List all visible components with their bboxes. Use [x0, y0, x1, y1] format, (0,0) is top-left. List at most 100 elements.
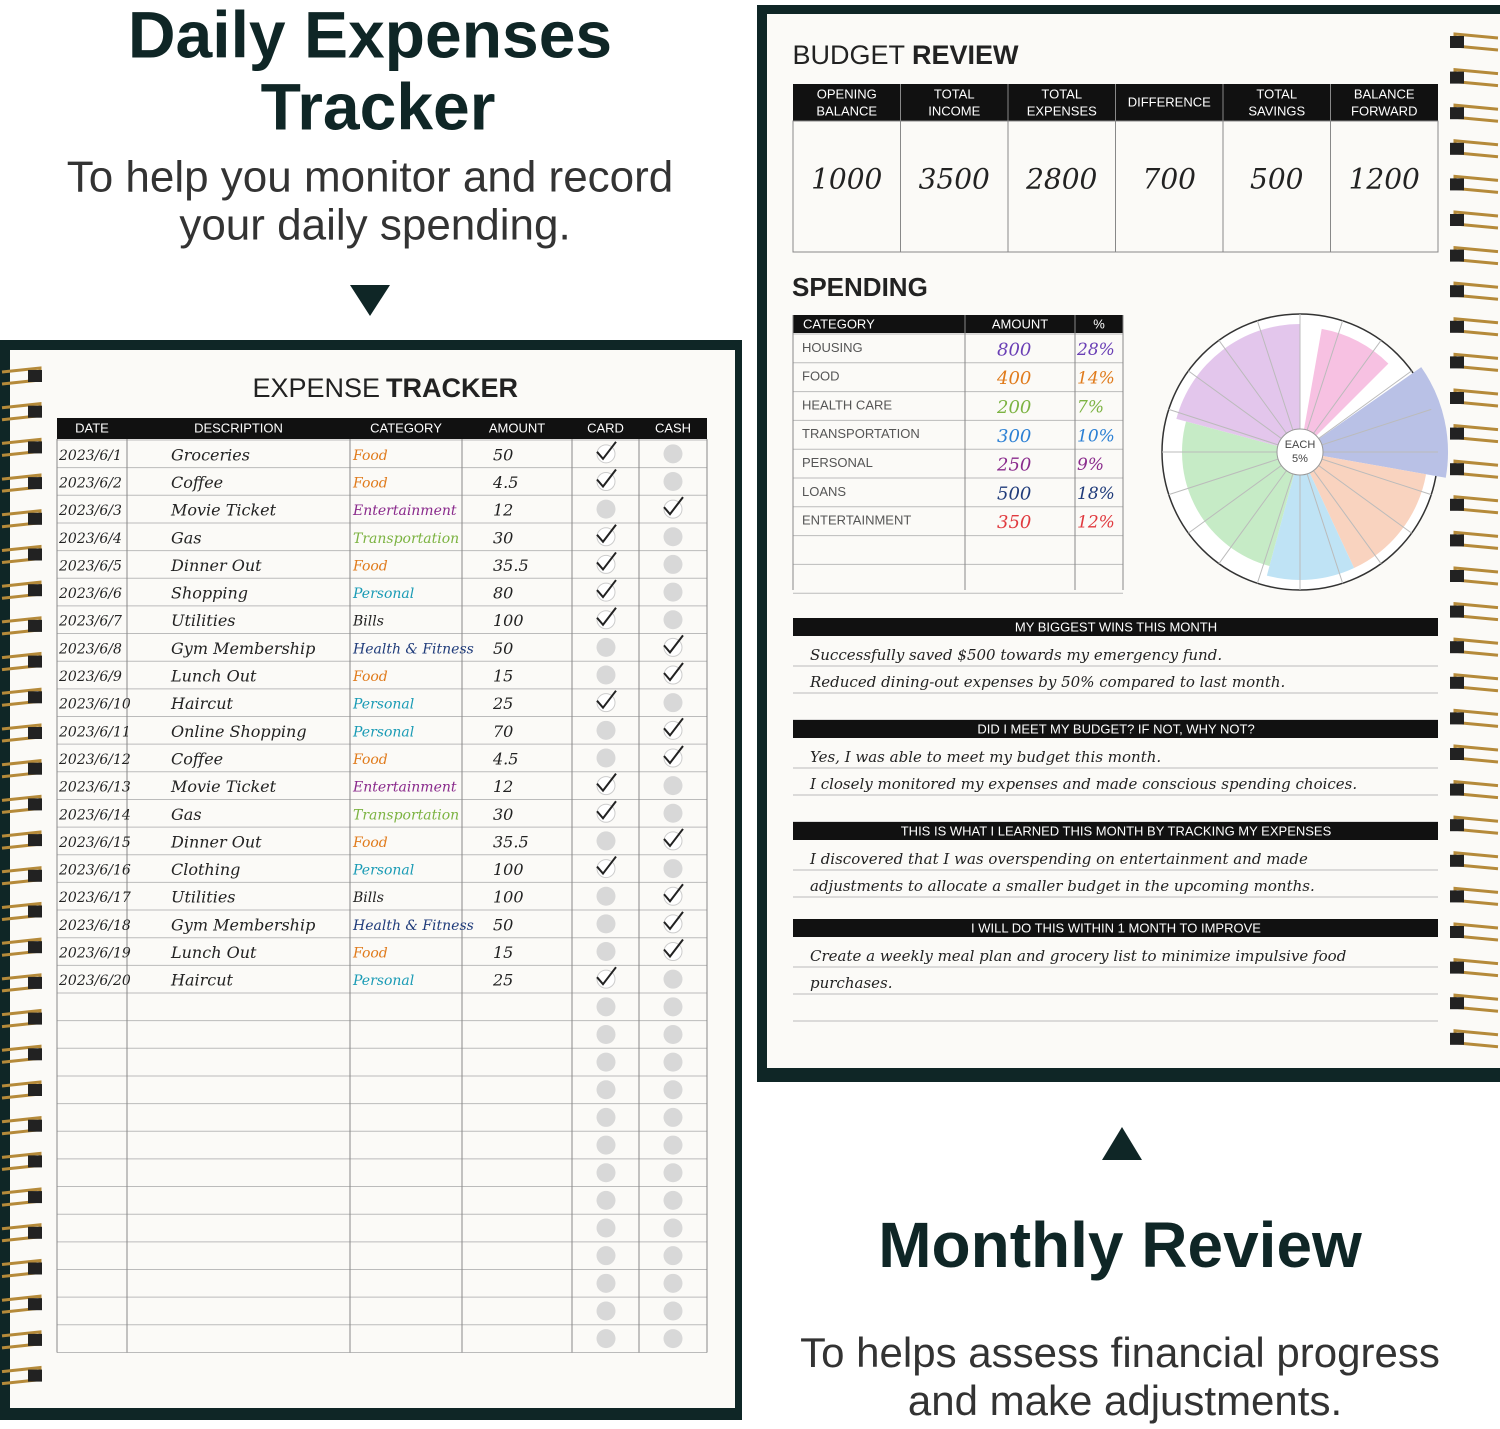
tick [596, 855, 617, 876]
headline: Daily Expenses [128, 0, 612, 71]
column-header: CASH [655, 420, 691, 435]
circle [663, 997, 683, 1017]
tick [596, 966, 617, 986]
section-title: TRACKER [386, 373, 518, 403]
ring-hole [1450, 249, 1464, 262]
amount: 25 [492, 971, 513, 990]
ring-hole [1450, 961, 1464, 974]
ring-hole [28, 584, 42, 597]
circle [663, 444, 683, 464]
empty-circle [663, 859, 683, 879]
tick [663, 717, 684, 737]
amount: 50 [493, 445, 513, 464]
circle [596, 1301, 616, 1321]
ring-hole [1450, 142, 1464, 155]
amount: 100 [493, 888, 524, 907]
amount: 30 [493, 805, 513, 824]
circle [596, 1190, 616, 1210]
section-title: BUDGET [792, 40, 905, 70]
date: 2023/6/11 [58, 724, 131, 740]
arrow-up [1102, 1127, 1142, 1160]
ring-hole [1450, 890, 1464, 903]
check-mark [596, 551, 617, 574]
empty-circle [596, 665, 616, 685]
ring-hole [1450, 570, 1464, 582]
circle [596, 1218, 616, 1238]
ring-hole [1450, 997, 1464, 1010]
tick [596, 579, 617, 599]
circle [596, 886, 616, 906]
circle [596, 997, 616, 1017]
description: Gym Membership [171, 915, 315, 934]
empty-circle [663, 776, 683, 796]
empty-circle [596, 1190, 616, 1210]
empty-circle [596, 914, 616, 934]
ring-hole [1450, 783, 1464, 796]
empty-circle [663, 610, 683, 630]
amount: 12 [493, 501, 513, 520]
ring-hole [28, 869, 42, 882]
circle [663, 969, 683, 989]
date: 2023/6/20 [58, 973, 131, 989]
description: Clothing [171, 860, 240, 879]
amount: 200 [996, 397, 1031, 418]
category: Food [352, 669, 388, 685]
empty-circle [663, 1135, 683, 1155]
column-header: SAVINGS [1248, 103, 1305, 118]
amount: 4.5 [492, 749, 518, 768]
note-header [793, 720, 1438, 738]
ring-hole [1450, 285, 1464, 298]
budget-value: 1200 [1349, 163, 1420, 196]
ring-hole [28, 1119, 42, 1132]
circle [596, 1246, 616, 1266]
empty-circle [596, 1107, 616, 1127]
empty-circle [596, 1218, 616, 1238]
circle [663, 693, 683, 713]
column-header: TOTAL [934, 86, 975, 101]
category: Personal [352, 973, 414, 989]
category: HOUSING [802, 340, 863, 355]
ring-hole [28, 1298, 42, 1311]
ring-hole [28, 1012, 42, 1025]
empty-circle [596, 1246, 616, 1266]
empty-circle [596, 942, 616, 962]
headline: Tracker [261, 69, 496, 143]
circle [663, 1273, 683, 1293]
ring-hole [28, 1191, 42, 1204]
wheel-label: EACH [1285, 439, 1316, 451]
date: 2023/6/5 [58, 558, 122, 574]
check-mark [596, 690, 617, 713]
date: 2023/6/2 [58, 475, 122, 491]
circle [596, 831, 616, 851]
ring-hole [1450, 356, 1464, 369]
empty-circle [596, 637, 616, 657]
date: 2023/6/10 [58, 697, 131, 713]
wheel-sector [1182, 421, 1300, 566]
amount: 35.5 [493, 832, 529, 851]
category: LOANS [802, 484, 846, 499]
circle [663, 610, 683, 630]
check-mark [663, 883, 684, 906]
empty-circle [663, 1329, 683, 1349]
category: Food [352, 475, 388, 491]
ring-hole [28, 512, 42, 525]
description: Movie Ticket [170, 777, 277, 796]
column-header: DESCRIPTION [194, 420, 283, 435]
tick [596, 551, 617, 572]
circle [596, 665, 616, 685]
amount: 100 [493, 860, 524, 879]
budget-value: 700 [1143, 163, 1196, 196]
description: Coffee [171, 473, 223, 492]
note-line: adjustments to allocate a smaller budget… [810, 877, 1315, 895]
empty-circle [663, 1163, 683, 1183]
category: FOOD [802, 369, 840, 384]
column-header: AMOUNT [992, 316, 1048, 331]
description: Haircut [170, 694, 234, 713]
description: Dinner Out [170, 832, 262, 851]
note-line: I discovered that I was overspending on … [809, 850, 1308, 868]
ring-hole [28, 941, 42, 954]
ring-hole [1450, 427, 1464, 440]
circle [663, 1301, 683, 1321]
ring-hole [28, 1369, 42, 1382]
circle [663, 554, 683, 574]
